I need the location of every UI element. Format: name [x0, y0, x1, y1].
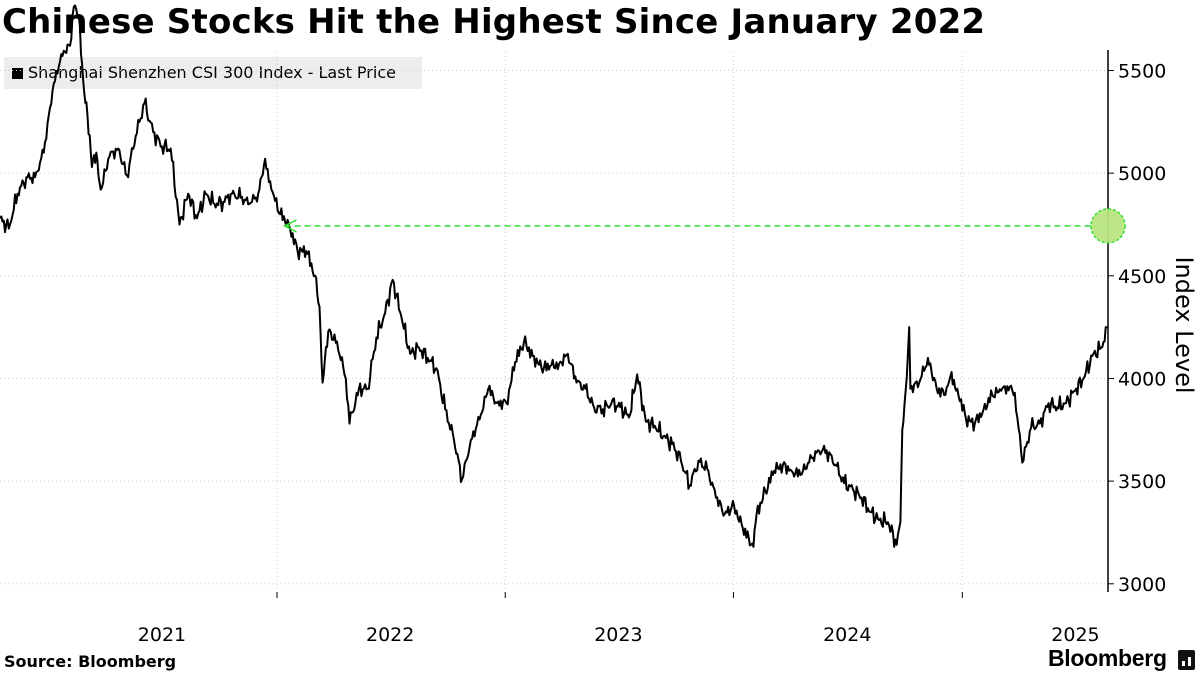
plot-area: [0, 4, 1126, 548]
x-tick-label: 2025: [1051, 624, 1099, 646]
y-tick-label: 5500: [1118, 60, 1166, 82]
brand-logo: Bloomberg: [1048, 645, 1167, 671]
x-axis: 2021 2022 2023 2024 2025: [138, 592, 1100, 646]
x-tick-label: 2023: [594, 624, 642, 646]
legend-label: Shanghai Shenzhen CSI 300 Index - Last P…: [28, 63, 396, 82]
y-axis: 3000 3500 4000 4500 5000 5500: [1107, 50, 1166, 596]
chart-title: Chinese Stocks Hit the Highest Since Jan…: [2, 2, 986, 42]
x-tick-label: 2024: [823, 624, 871, 646]
y-axis-label: Index Level: [1170, 256, 1198, 393]
highlight-marker: [1090, 208, 1126, 244]
bloomberg-terminal-icon: [1178, 650, 1195, 670]
series-line-csi300: [0, 4, 1109, 548]
legend-swatch: [12, 68, 23, 79]
y-tick-label: 4500: [1118, 266, 1166, 288]
y-tick-label: 4000: [1118, 368, 1166, 390]
y-tick-label: 3500: [1118, 471, 1166, 493]
y-tick-label: 5000: [1118, 163, 1166, 185]
legend: Shanghai Shenzhen CSI 300 Index - Last P…: [4, 57, 422, 89]
x-tick-label: 2021: [138, 624, 186, 646]
y-tick-label: 3000: [1118, 574, 1166, 596]
gridlines: [0, 52, 1108, 592]
source-note: Source: Bloomberg: [4, 652, 177, 671]
reference-arrowhead: [282, 219, 297, 233]
x-tick-label: 2022: [366, 624, 414, 646]
